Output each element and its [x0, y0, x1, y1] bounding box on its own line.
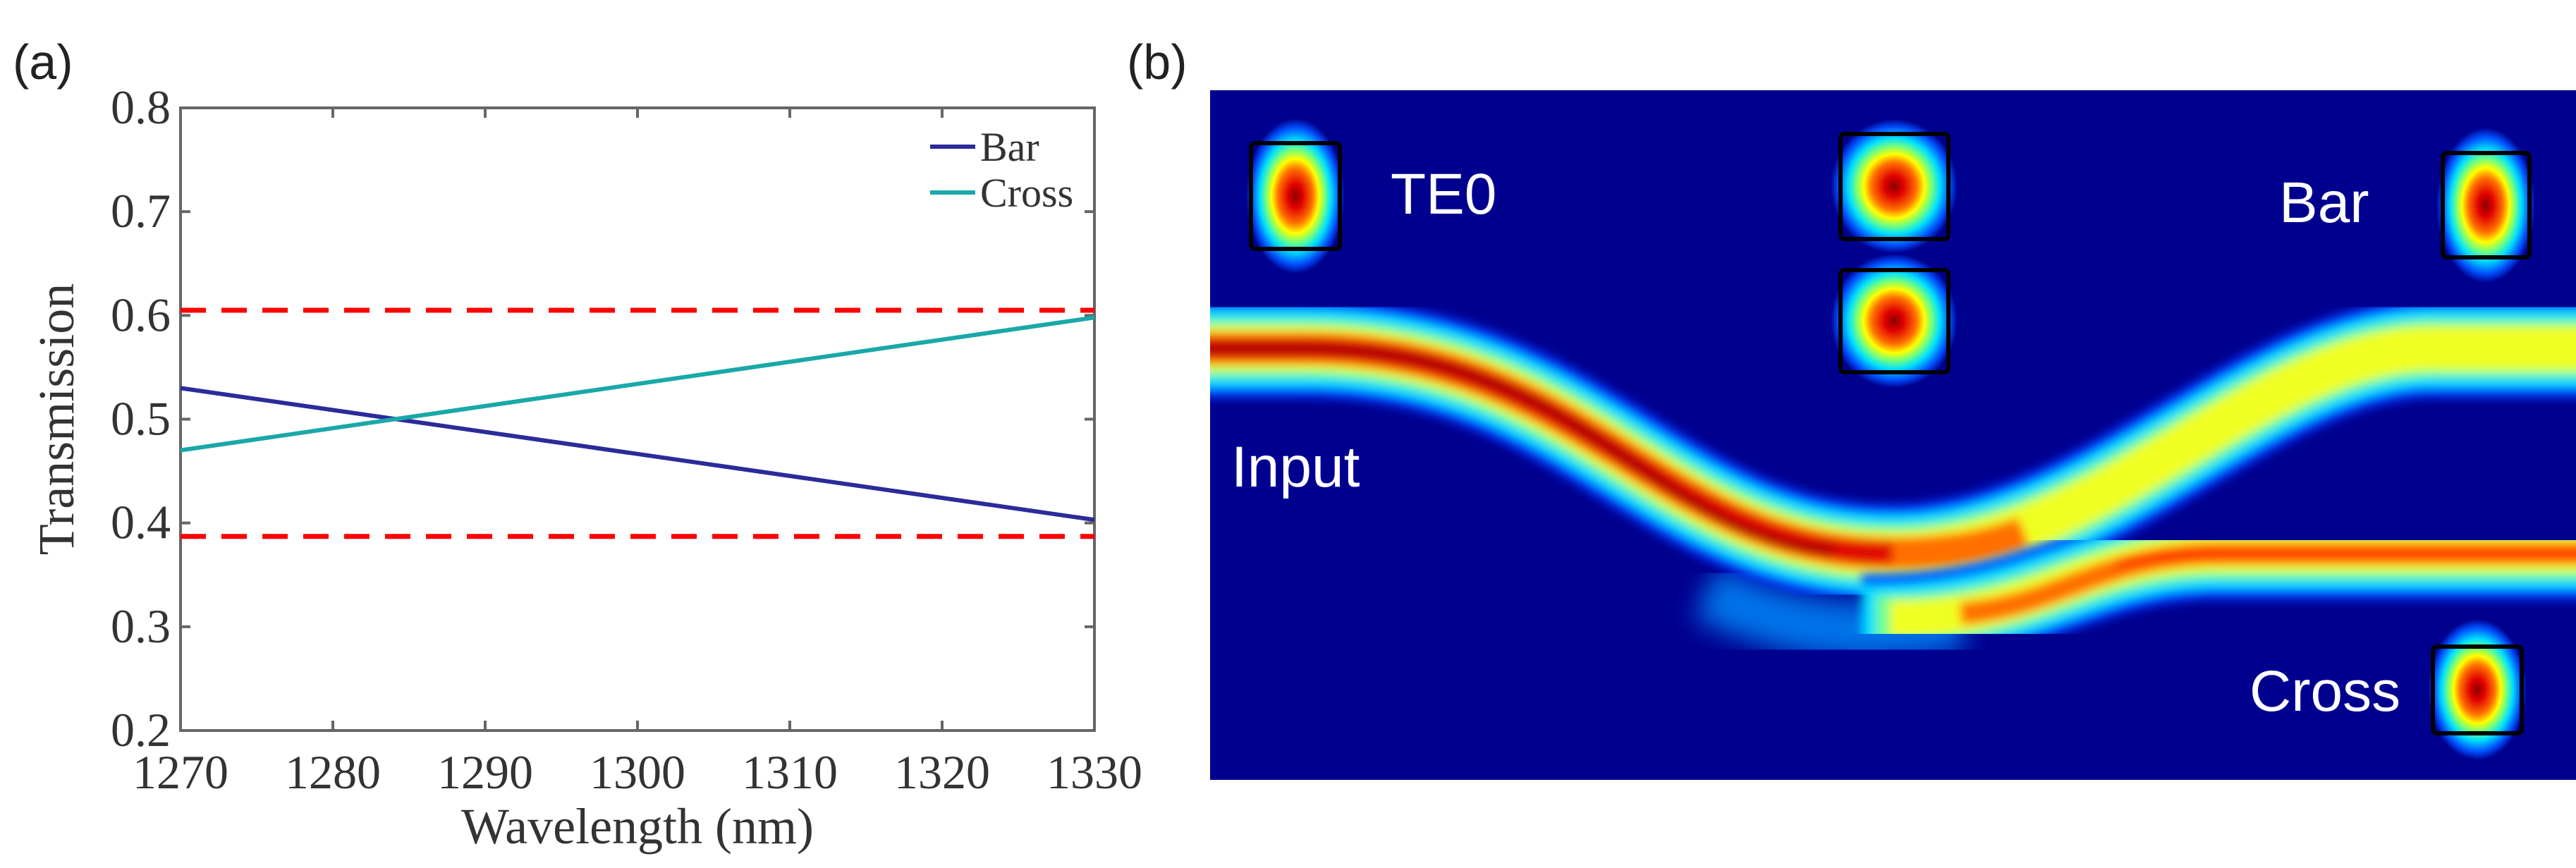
legend-label-bar: Bar: [980, 124, 1039, 170]
label-input: Input: [1231, 435, 1360, 499]
cross-waveguide: [1861, 508, 2576, 666]
x-tick-label: 1280: [285, 745, 381, 799]
x-tick-label: 1270: [133, 745, 228, 799]
label-te0: TE0: [1391, 162, 1496, 226]
y-tick-label: 0.4: [111, 496, 171, 549]
mode-te0: [1246, 118, 1345, 274]
x-tick-label: 1310: [742, 745, 838, 799]
y-tick-label: 0.8: [111, 80, 171, 134]
y-tick-label: 0.3: [111, 599, 171, 653]
mode-bar: [2436, 128, 2535, 283]
mode-middle-lower: [1831, 254, 1958, 388]
y-tick-label: 0.2: [111, 703, 171, 757]
input-waveguide: [1210, 299, 2576, 604]
label-cross: Cross: [2250, 659, 2400, 723]
x-tick-label: 1330: [1046, 745, 1142, 799]
field-map: TE0 Input Bar Cross: [1210, 90, 2576, 780]
panel-a-label: (a): [13, 35, 73, 90]
y-axis-label: Transmission: [28, 283, 85, 555]
series-line-bar: [180, 386, 1095, 522]
transmission-chart: 1270 1280 1290 1300 1310 1320 1330 0.2 0.3 0.4 0.5…: [28, 80, 1142, 855]
series-line-cross: [180, 315, 1095, 453]
x-tick-label: 1300: [590, 745, 685, 799]
y-tick-label: 0.5: [111, 392, 171, 446]
plot-frame: [179, 106, 1096, 732]
x-tick-label: 1290: [437, 745, 533, 799]
y-tick-label: 0.7: [111, 184, 171, 238]
legend-label-cross: Cross: [980, 170, 1073, 216]
x-axis-label: Wavelength (nm): [461, 798, 814, 855]
label-bar: Bar: [2279, 171, 2369, 235]
panel-b-label: (b): [1127, 35, 1188, 90]
y-tick-label: 0.6: [111, 288, 171, 341]
x-tick-label: 1320: [894, 745, 990, 799]
mode-middle-upper: [1831, 119, 1958, 253]
mode-cross: [2428, 619, 2527, 760]
